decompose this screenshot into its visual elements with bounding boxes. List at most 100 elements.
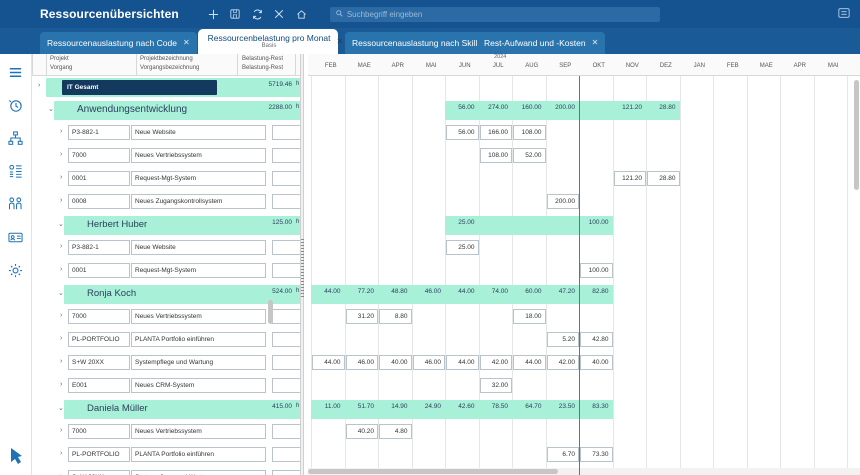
timeline-cell-value[interactable]: 31.20 [345, 309, 378, 324]
table-row[interactable]: ⌄ Herbert Huber 125.00 h [32, 214, 304, 237]
timeline-band-value[interactable]: 23.50 [558, 403, 575, 410]
timeline-band-value[interactable]: 24.90 [424, 403, 441, 410]
timeline-cell-value[interactable]: 4.80 [379, 424, 412, 439]
cell-belastung-rest[interactable]: 80.00 [272, 447, 304, 462]
timeline-cell-value[interactable]: 5.20 [546, 332, 579, 347]
timeline-cell-value[interactable]: 56.00 [446, 125, 479, 140]
timeline-cell-value[interactable]: 18.00 [513, 309, 546, 324]
timeline-band-value[interactable]: 46.00 [424, 288, 441, 295]
cell-vorgang[interactable]: S+W 20XX [68, 470, 130, 475]
cell-vorgangsbezeichnung[interactable]: Request-Mgt-System [131, 263, 266, 278]
row-expander-icon[interactable]: › [60, 197, 63, 204]
timeline-cell-value[interactable]: 46.00 [345, 355, 378, 370]
settings-icon[interactable] [6, 260, 26, 280]
timeline-cell-value[interactable]: 42.80 [580, 332, 613, 347]
timeline-cell-value[interactable]: 25.00 [446, 240, 479, 255]
timeline-band-value[interactable]: 14.90 [391, 403, 408, 410]
timeline-cell-value[interactable]: 44.00 [446, 355, 479, 370]
timeline-band-value[interactable]: 82.80 [592, 288, 609, 295]
close-icon[interactable] [273, 8, 286, 21]
cell-vorgangsbezeichnung[interactable]: Systempflege und Wartung [131, 470, 266, 475]
timeline-cell-value[interactable]: 52.00 [513, 148, 546, 163]
timeline-cell-value[interactable]: 121.20 [613, 171, 646, 186]
timeline-cell-value[interactable]: 28.80 [647, 171, 680, 186]
timeline-band-value[interactable]: 47.20 [558, 288, 575, 295]
timeline-band-value[interactable]: 44.00 [458, 288, 475, 295]
cell-vorgangsbezeichnung[interactable]: Neue Website [131, 240, 266, 255]
timeline-band-value[interactable]: 60.00 [525, 288, 542, 295]
row-expander-icon[interactable]: › [60, 427, 63, 434]
cell-vorgangsbezeichnung[interactable]: Neues Vertriebssystem [131, 309, 266, 324]
timeline-band-value[interactable]: 121.20 [622, 104, 642, 111]
cell-vorgang[interactable]: PL-PORTFOLIO [68, 447, 130, 462]
cell-vorgang[interactable]: E001 [68, 378, 130, 393]
tab-close-icon[interactable]: ✕ [336, 36, 344, 46]
row-expander-icon[interactable]: › [60, 473, 62, 475]
scrollbar-thumb[interactable] [308, 469, 558, 474]
table-row[interactable]: ⌄ Ronja Koch 524.00 h [32, 283, 304, 306]
timeline-band-value[interactable]: 42.60 [458, 403, 475, 410]
row-expander-icon[interactable]: › [60, 381, 63, 388]
row-expander-icon[interactable]: ⌄ [58, 221, 64, 228]
cell-belastung-rest[interactable]: 32.00 [272, 378, 304, 393]
cell-vorgang[interactable]: PL-PORTFOLIO [68, 332, 130, 347]
timeline-band-value[interactable]: 100.00 [588, 219, 609, 226]
cell-vorgang[interactable]: S+W 20XX [68, 355, 130, 370]
timeline-band-value[interactable]: 64.70 [525, 403, 542, 410]
timeline-band-value[interactable]: 11.00 [324, 403, 341, 410]
timeline-band-value[interactable]: 74.00 [491, 288, 508, 295]
timeline-horizontal-scrollbar[interactable] [308, 468, 860, 475]
plus-icon[interactable] [207, 8, 220, 21]
cell-vorgangsbezeichnung[interactable]: Neues Vertriebssystem [131, 424, 266, 439]
cell-vorgangsbezeichnung[interactable]: PLANTA Portfolio einführen [131, 447, 266, 462]
timeline-cell-value[interactable]: 46.00 [412, 355, 445, 370]
timeline-cell-value[interactable]: 42.00 [479, 355, 512, 370]
grid-vertical-scrollbar[interactable] [268, 300, 273, 324]
row-expander-icon[interactable]: › [60, 358, 63, 365]
timeline-cell-value[interactable]: 108.00 [513, 125, 546, 140]
id-card-icon[interactable] [6, 227, 26, 247]
cell-vorgang[interactable]: P3-882-1 [68, 240, 130, 255]
table-row[interactable]: ⌄ Anwendungsentwicklung 2288.00 h [32, 99, 304, 122]
row-expander-icon[interactable]: › [60, 335, 63, 342]
timeline-band-value[interactable]: 274.00 [488, 104, 508, 111]
table-row[interactable]: › IT Gesamt 5719.46 h [32, 76, 304, 99]
row-expander-icon[interactable]: › [38, 82, 41, 89]
pane-splitter[interactable] [300, 54, 304, 475]
cell-vorgangsbezeichnung[interactable]: Neues CRM-System [131, 378, 266, 393]
cell-vorgangsbezeichnung[interactable]: Neues Vertriebssystem [131, 148, 266, 163]
timeline-band-value[interactable]: 48.80 [391, 288, 408, 295]
row-expander-icon[interactable]: ⌄ [58, 290, 64, 297]
org-chart-icon[interactable] [6, 128, 26, 148]
cell-belastung-rest[interactable]: 45.00 [272, 424, 304, 439]
cell-vorgang[interactable]: 0001 [68, 263, 130, 278]
task-list-icon[interactable] [6, 161, 26, 181]
resources-icon[interactable] [6, 194, 26, 214]
save-icon[interactable] [229, 8, 242, 21]
timeline-cell-value[interactable]: 73.30 [580, 447, 613, 462]
timeline-band-value[interactable]: 200.00 [555, 104, 575, 111]
search-box[interactable] [329, 6, 660, 22]
timeline-band-value[interactable]: 25.00 [458, 219, 475, 226]
cell-belastung-rest[interactable]: 25.00 [272, 240, 304, 255]
cell-belastung-rest[interactable]: 97.00 [272, 470, 304, 475]
cell-vorgang[interactable]: 0008 [68, 194, 130, 209]
cell-vorgang[interactable]: P3-882-1 [68, 125, 130, 140]
timeline-band-value[interactable]: 44.00 [324, 288, 341, 295]
row-expander-icon[interactable]: ⌄ [58, 405, 64, 412]
tab-ressourcenbelastung-pro-monat[interactable]: ⌄ Ressourcenbelastung pro Monat Basis ✕ [193, 29, 343, 54]
tab-close-icon[interactable]: ✕ [182, 38, 190, 47]
timeline-band-value[interactable]: 77.20 [357, 288, 374, 295]
timeline-band-value[interactable]: 51.70 [357, 403, 374, 410]
